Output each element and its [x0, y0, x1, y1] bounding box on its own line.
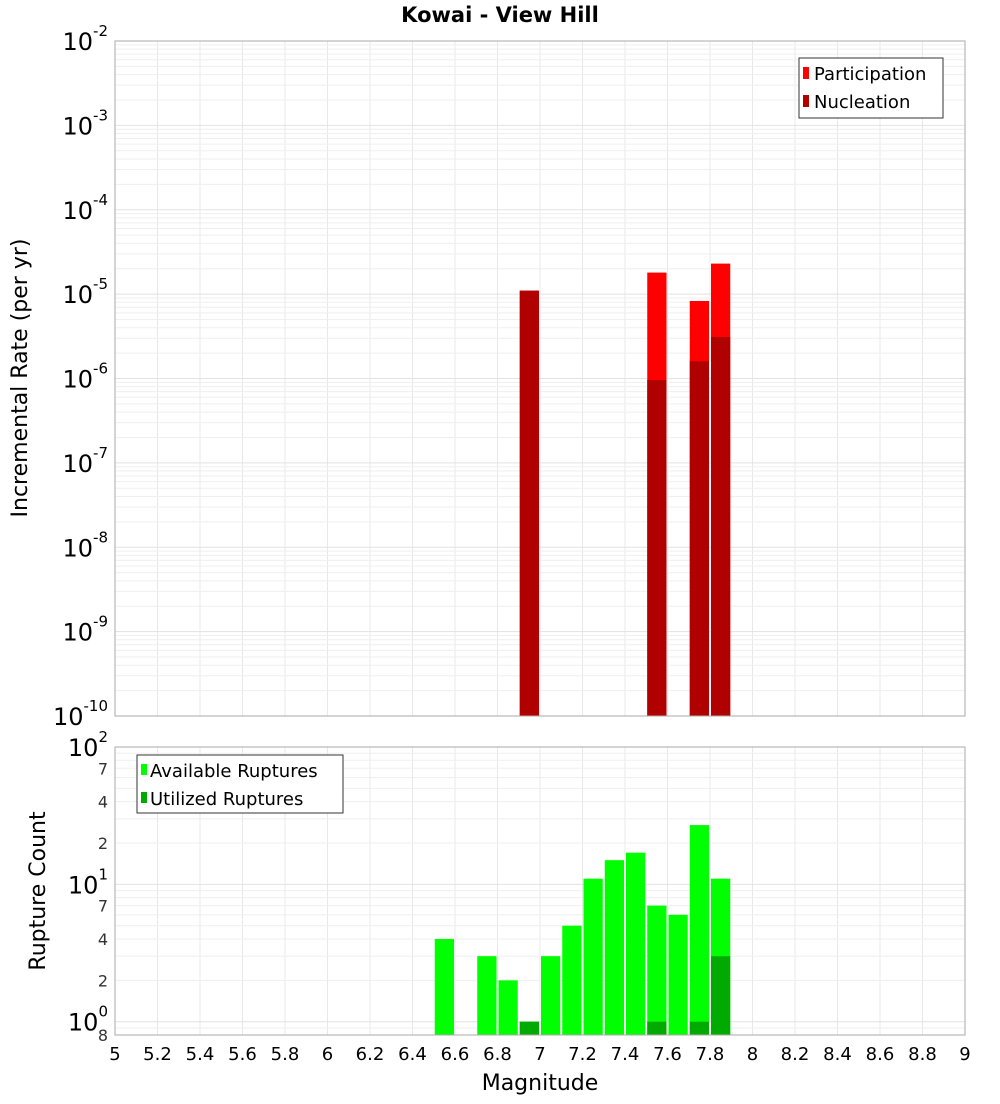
x-tick-label: 6.6 [441, 1044, 470, 1065]
y-minor-tick-label: 7 [98, 759, 108, 778]
bar [711, 956, 731, 1035]
count-plot-bars [434, 825, 731, 1035]
bar [604, 860, 624, 1035]
x-tick-label: 7.4 [611, 1044, 640, 1065]
x-tick-label: 8 [747, 1044, 758, 1065]
bar [477, 956, 497, 1035]
available-swatch-icon [141, 764, 147, 775]
x-tick-label: 5.6 [228, 1044, 257, 1065]
y-tick-label: 10-9 [62, 613, 108, 647]
y-tick-label: 10-8 [62, 528, 108, 562]
y-minor-tick-label: 2 [98, 971, 108, 990]
x-tick-label: 8.6 [866, 1044, 895, 1065]
legend-utilized: Utilized Ruptures [150, 789, 303, 810]
bar [519, 290, 539, 716]
y-tick-label: 10-5 [62, 275, 108, 309]
bar [689, 361, 709, 716]
legend-nucleation: Nucleation [814, 92, 910, 113]
count-legend: Available Ruptures Utilized Ruptures [136, 754, 344, 814]
legend-participation: Participation [814, 64, 926, 85]
chart-title: Kowai - View Hill [401, 3, 599, 27]
count-plot-border [114, 746, 966, 1036]
rate-plot-bars [519, 263, 731, 716]
bar [434, 939, 454, 1035]
y-tick-label: 10-2 [62, 22, 108, 56]
y-minor-tick-label: 8 [98, 1026, 108, 1045]
bar [647, 379, 667, 716]
x-tick-label: 7.2 [568, 1044, 597, 1065]
x-tick-label: 5.8 [271, 1044, 300, 1065]
x-tick-label: 8.4 [823, 1044, 852, 1065]
bar [668, 914, 688, 1035]
count-y-axis-label: Rupture Count [26, 811, 51, 971]
y-tick-label: 100 [68, 1003, 108, 1037]
y-tick-label: 10-6 [62, 360, 108, 394]
legend-available: Available Ruptures [150, 761, 318, 782]
rate-plot-border [114, 40, 966, 717]
utilized-swatch-icon [141, 792, 147, 803]
x-tick-label: 8.8 [908, 1044, 937, 1065]
bar [519, 1021, 539, 1035]
bar [689, 825, 709, 1035]
y-minor-tick-label: 4 [98, 930, 108, 949]
x-tick-label: 6.8 [483, 1044, 512, 1065]
rate-plot-gridlines [114, 41, 966, 717]
y-minor-tick-label: 2 [98, 834, 108, 853]
y-tick-label: 102 [68, 728, 108, 762]
rate-plot: 10-2 10-3 10-4 10-5 10-6 10-7 10-8 10-9 10-10 In… [8, 22, 966, 731]
x-tick-label: 5.4 [186, 1044, 215, 1065]
bar [626, 852, 646, 1035]
bar [711, 337, 731, 716]
y-tick-label: 10-10 [53, 697, 108, 731]
count-plot: 102 101 100 7 4 2 7 4 2 8 Rupture Count Available… [26, 728, 966, 1045]
x-tick-label: 7.8 [696, 1044, 725, 1065]
x-axis-label: Magnitude [482, 1071, 599, 1096]
x-tick-label: 6.4 [398, 1044, 427, 1065]
y-tick-label: 10-4 [62, 191, 108, 225]
x-tick-label: 5.2 [143, 1044, 172, 1065]
rate-y-axis-label: Incremental Rate (per yr) [8, 239, 33, 518]
x-tick-label: 9 [959, 1044, 970, 1065]
participation-swatch-icon [803, 67, 809, 79]
rate-y-axis-ticks: 10-2 10-3 10-4 10-5 10-6 10-7 10-8 10-9 10-10 [53, 22, 108, 731]
bar [689, 1021, 709, 1035]
y-tick-label: 10-3 [62, 106, 108, 140]
count-y-axis-ticks: 102 101 100 7 4 2 7 4 2 8 [68, 728, 108, 1045]
bar [583, 878, 603, 1035]
nucleation-swatch-icon [803, 95, 809, 107]
x-tick-label: 8.2 [781, 1044, 810, 1065]
bar [562, 925, 582, 1035]
y-tick-label: 10-7 [62, 444, 108, 478]
count-legend-box [136, 754, 344, 814]
y-tick-label: 101 [68, 865, 108, 899]
x-tick-label: 6.2 [356, 1044, 385, 1065]
x-tick-label: 6 [322, 1044, 333, 1065]
x-tick-label: 7 [534, 1044, 545, 1065]
bar [647, 1021, 667, 1035]
y-minor-tick-label: 7 [98, 897, 108, 916]
rate-legend-box [798, 57, 944, 119]
x-tick-label: 7.6 [653, 1044, 682, 1065]
x-axis-ticks: 5 5.2 5.4 5.6 5.8 6 6.2 6.4 6.6 6.8 7 7.2 7.4 7.6 7.8 8… [109, 1044, 970, 1065]
x-tick-label: 5 [109, 1044, 120, 1065]
y-minor-tick-label: 4 [98, 793, 108, 812]
bar [647, 905, 667, 1035]
bar [498, 980, 518, 1035]
rate-legend: Participation Nucleation [798, 57, 944, 119]
bar [541, 956, 561, 1035]
